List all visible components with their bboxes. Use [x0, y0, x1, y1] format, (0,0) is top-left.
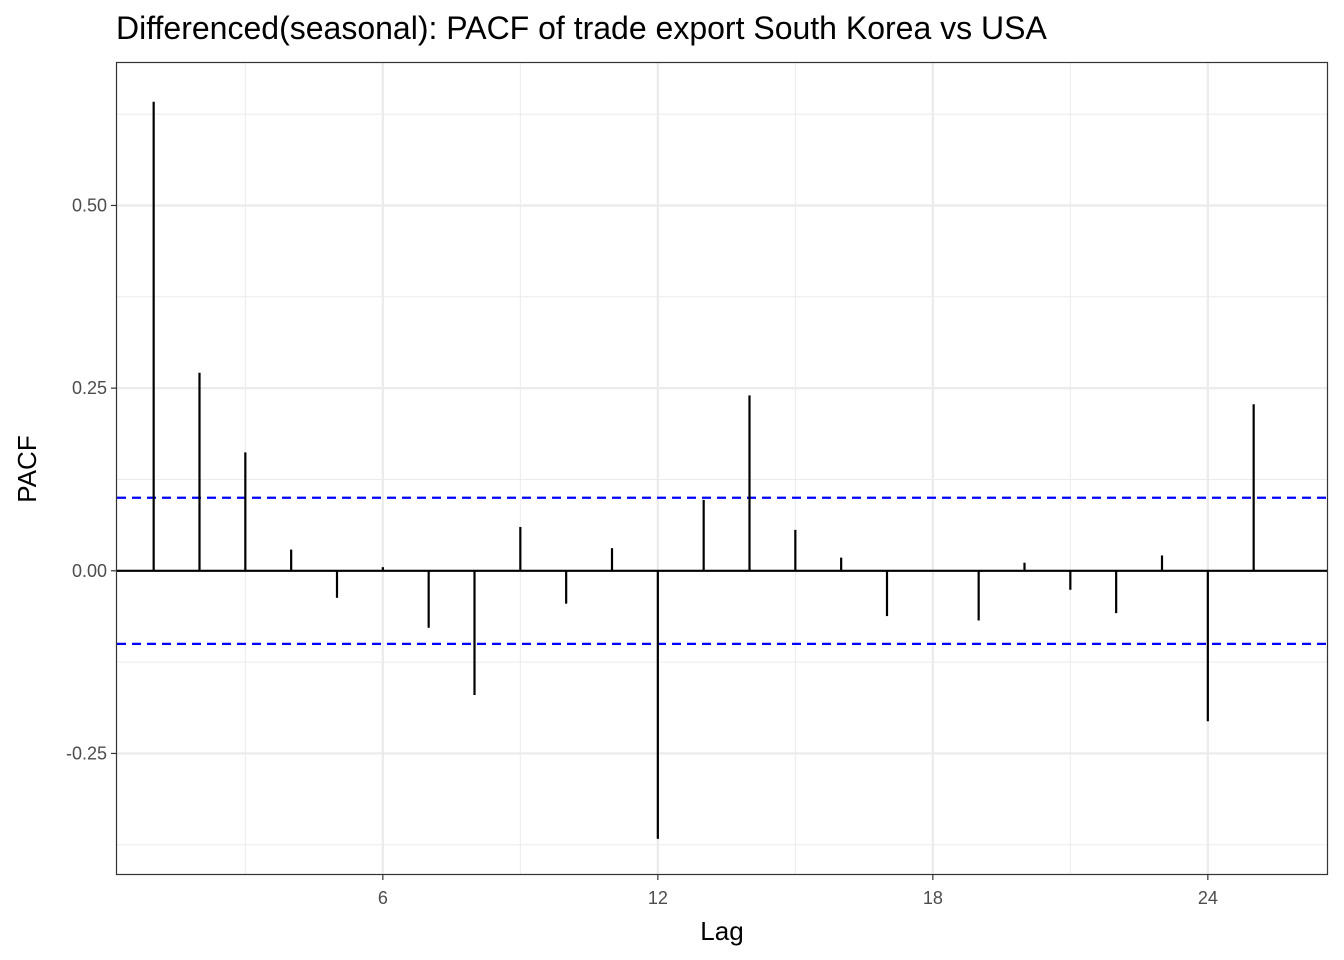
x-tick-label: 18	[923, 888, 943, 908]
y-tick-label: 0.50	[72, 195, 107, 215]
y-tick-label: -0.25	[66, 743, 107, 763]
x-tick-label: 6	[378, 888, 388, 908]
x-axis-title: Lag	[700, 916, 743, 946]
y-axis-ticks: -0.25 0.00 0.25 0.50	[66, 195, 117, 763]
y-tick-label: 0.25	[72, 378, 107, 398]
y-axis-title: PACF	[12, 435, 42, 502]
grid-lines	[117, 63, 1327, 874]
y-tick-label: 0.00	[72, 561, 107, 581]
panel-border	[115, 61, 1329, 876]
x-tick-label: 24	[1198, 888, 1218, 908]
pacf-bars	[152, 101, 1255, 839]
x-tick-label: 12	[648, 888, 668, 908]
chart-title: Differenced(seasonal): PACF of trade exp…	[116, 10, 1047, 46]
x-axis-ticks: 6 12 18 24	[378, 874, 1218, 908]
confidence-bounds	[117, 496, 1327, 645]
